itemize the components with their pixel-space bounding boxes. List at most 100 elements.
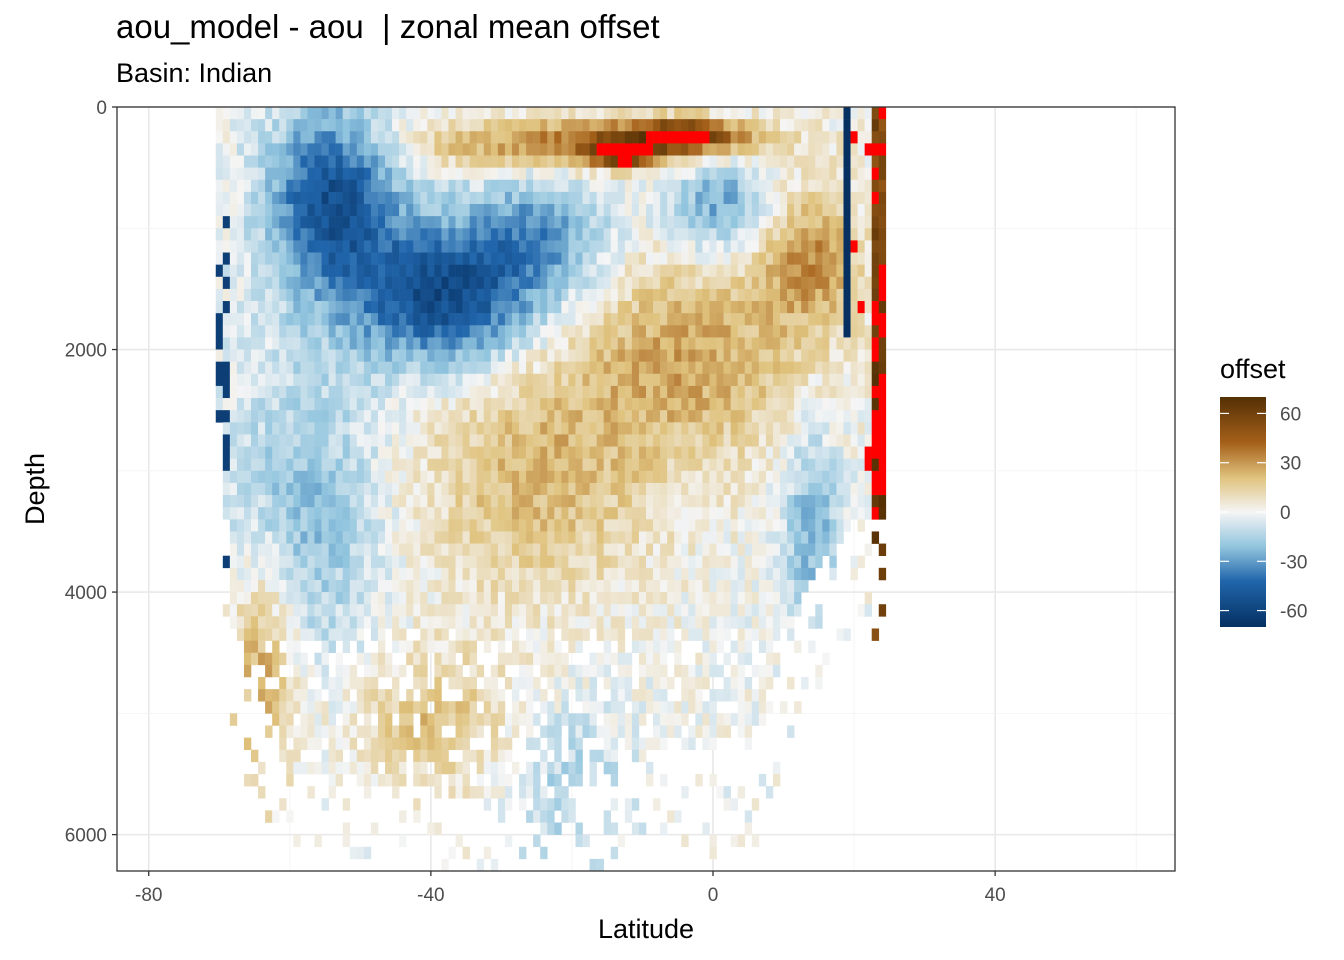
heatmap-cell — [236, 179, 245, 193]
heatmap-cell — [363, 725, 372, 738]
heatmap-cell — [455, 143, 463, 156]
heatmap-cell — [533, 798, 541, 811]
heatmap-cell — [751, 179, 760, 193]
heatmap-cell — [483, 531, 492, 544]
heatmap-cell — [681, 179, 689, 193]
heatmap-cell — [462, 507, 470, 520]
heatmap-cell — [674, 325, 682, 338]
heatmap-cell — [843, 301, 851, 314]
heatmap-cell — [533, 143, 541, 156]
heatmap-cell — [688, 264, 696, 278]
heatmap-cell — [582, 179, 590, 193]
heatmap-cell — [822, 313, 830, 326]
heatmap-cell — [258, 458, 266, 472]
heatmap-cell — [787, 240, 795, 253]
heatmap-cell — [519, 507, 527, 520]
heatmap-cell — [533, 713, 541, 726]
heatmap-cell — [561, 689, 569, 702]
heatmap-cell — [236, 313, 245, 326]
heatmap-cell — [243, 410, 252, 423]
heatmap-cell — [448, 337, 456, 350]
heatmap-cell — [356, 167, 365, 181]
heatmap-cell — [787, 470, 795, 484]
heatmap-cell — [533, 482, 541, 496]
heatmap-cell — [794, 349, 802, 362]
heatmap-cell — [554, 337, 562, 350]
heatmap-cell — [476, 616, 485, 629]
heatmap-cell — [815, 385, 823, 399]
heatmap-cell — [286, 810, 294, 823]
heatmap-cell — [737, 410, 746, 423]
heatmap-cell — [511, 446, 520, 459]
heatmap-cell — [300, 628, 308, 641]
heatmap-cell — [413, 252, 421, 265]
heatmap-cell — [871, 155, 880, 168]
heatmap-cell — [864, 155, 872, 168]
heatmap-cell — [448, 458, 456, 472]
heatmap-cell — [476, 216, 485, 229]
heatmap-cell — [787, 264, 795, 278]
heatmap-cell — [526, 131, 534, 144]
heatmap-cell — [265, 579, 273, 593]
heatmap-cell — [568, 288, 576, 302]
heatmap-cell — [843, 519, 851, 532]
heatmap-cell — [504, 325, 513, 338]
heatmap-cell — [624, 422, 633, 435]
heatmap-cell — [533, 495, 541, 508]
heatmap-cell — [787, 301, 795, 314]
heatmap-cell — [434, 761, 442, 775]
heatmap-cell — [420, 228, 428, 241]
heatmap-cell — [293, 313, 301, 326]
heatmap-cell — [434, 458, 442, 472]
heatmap-cell — [772, 107, 781, 120]
heatmap-cell — [674, 361, 682, 375]
heatmap-cell — [229, 519, 238, 532]
heatmap-cell — [258, 640, 266, 654]
heatmap-cell — [342, 761, 351, 775]
heatmap-cell — [399, 458, 407, 472]
heatmap-cell — [737, 555, 746, 569]
heatmap-cell — [370, 737, 379, 751]
heatmap-cell — [229, 482, 238, 496]
heatmap-cell — [511, 264, 520, 278]
heatmap-cell — [780, 119, 788, 132]
heatmap-cell — [215, 179, 224, 193]
heatmap-cell — [554, 143, 562, 156]
heatmap-cell — [307, 495, 315, 508]
heatmap-cell — [780, 155, 788, 168]
heatmap-cell — [744, 313, 753, 326]
heatmap-cell — [307, 179, 315, 193]
heatmap-cell — [617, 337, 626, 350]
heatmap-cell — [638, 349, 647, 362]
heatmap-cell — [469, 676, 478, 690]
heatmap-cell — [406, 191, 414, 205]
heatmap-cell — [589, 131, 597, 144]
heatmap-cell — [610, 191, 619, 205]
heatmap-cell — [455, 604, 463, 617]
heatmap-cell — [420, 276, 428, 290]
heatmap-cell — [519, 531, 527, 544]
heatmap-cell — [871, 143, 880, 156]
heatmap-cell — [603, 470, 612, 484]
heatmap-cell — [660, 773, 668, 787]
heatmap-cell — [723, 798, 731, 811]
heatmap-cell — [342, 167, 351, 181]
heatmap-cell — [723, 373, 731, 387]
heatmap-cell — [476, 858, 485, 871]
heatmap-cell — [215, 349, 224, 362]
heatmap-cell — [624, 349, 633, 362]
heatmap-cell — [758, 434, 767, 447]
heatmap-cell — [279, 628, 287, 641]
heatmap-cell — [674, 143, 682, 156]
heatmap-cell — [370, 107, 379, 120]
heatmap-cell — [603, 495, 612, 508]
heatmap-cell — [772, 482, 781, 496]
heatmap-cell — [392, 701, 400, 714]
heatmap-cell — [448, 410, 456, 423]
heatmap-cell — [815, 288, 823, 302]
heatmap-cell — [504, 349, 513, 362]
heatmap-cell — [434, 252, 442, 265]
heatmap-cell — [413, 470, 421, 484]
heatmap-cell — [441, 664, 449, 678]
heatmap-cell — [737, 179, 746, 193]
